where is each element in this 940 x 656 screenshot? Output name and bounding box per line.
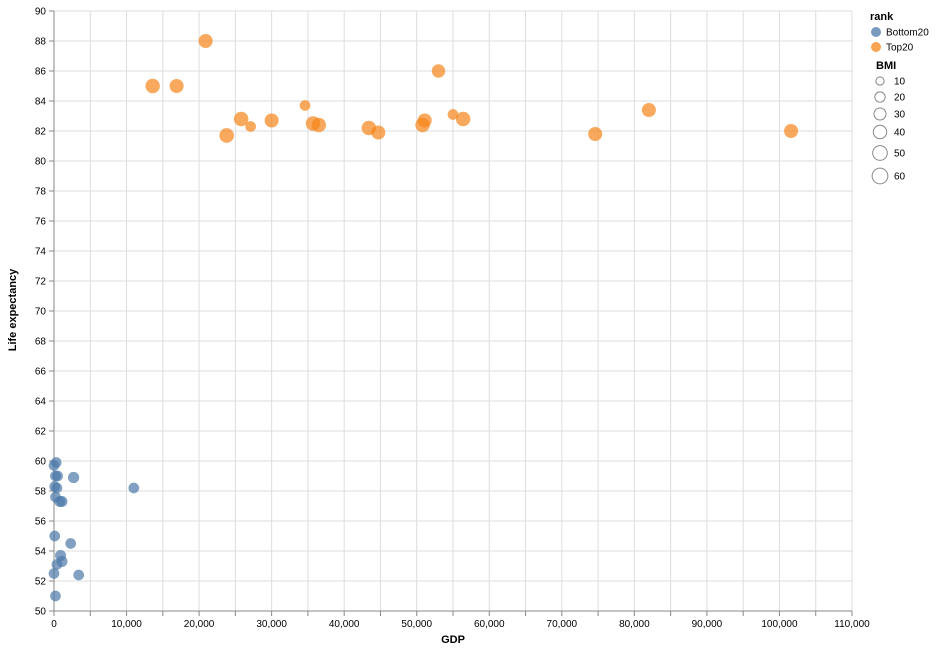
x-axis-title: GDP	[441, 634, 465, 646]
data-point-top20	[265, 113, 279, 127]
y-tick-label: 84	[35, 97, 47, 108]
legend-swatch-top20	[871, 42, 881, 52]
gridlines	[54, 11, 852, 611]
data-point-bottom20	[50, 591, 61, 602]
data-point-bottom20	[51, 457, 62, 468]
data-point-top20	[170, 79, 184, 93]
data-point-bottom20	[52, 483, 63, 494]
legend-size-label: 60	[894, 172, 906, 183]
y-tick-label: 54	[35, 547, 47, 558]
legend-label-top20: Top20	[886, 43, 914, 54]
y-tick-label: 56	[35, 517, 47, 528]
legend-size-symbol	[876, 77, 884, 85]
y-tick-label: 78	[35, 187, 47, 198]
y-tick-label: 80	[35, 157, 47, 168]
data-point-bottom20	[52, 471, 63, 482]
x-tick-label: 30,000	[256, 619, 287, 630]
legend-color-title: rank	[870, 11, 894, 23]
legend-size-symbol	[872, 168, 888, 184]
legend-size-symbol	[874, 108, 886, 120]
legend-size-label: 40	[894, 128, 906, 139]
legend-size-symbol	[873, 146, 888, 161]
x-tick-label: 110,000	[834, 619, 870, 630]
x-tick-label: 10,000	[111, 619, 142, 630]
data-point-top20	[371, 125, 385, 139]
data-point-top20	[199, 34, 213, 48]
x-tick-label: 100,000	[761, 619, 798, 630]
y-tick-label: 86	[35, 67, 47, 78]
legend-size-label: 50	[894, 149, 906, 160]
y-tick-label: 82	[35, 127, 47, 138]
x-tick-label: 90,000	[692, 619, 723, 630]
y-tick-label: 90	[35, 7, 47, 18]
data-point-bottom20	[56, 496, 67, 507]
data-point-top20	[642, 103, 656, 117]
x-tick-label: 80,000	[619, 619, 650, 630]
data-point-top20	[456, 112, 470, 126]
x-tick-label: 60,000	[474, 619, 505, 630]
y-tick-label: 64	[35, 397, 47, 408]
y-tick-label: 70	[35, 307, 47, 318]
legend-size-label: 10	[894, 77, 906, 88]
y-tick-label: 76	[35, 217, 47, 228]
data-points	[49, 34, 798, 601]
y-tick-label: 58	[35, 487, 47, 498]
data-point-top20	[432, 64, 445, 77]
legend-size-symbol	[873, 125, 886, 138]
y-axis-title: Life expectancy	[7, 268, 19, 351]
legend: rank Bottom20 Top20 BMI 10 20 30 40 50 60	[870, 11, 929, 184]
data-point-top20	[415, 118, 429, 132]
data-point-top20	[245, 121, 256, 132]
x-tick-label: 20,000	[184, 619, 215, 630]
y-tick-label: 74	[35, 247, 47, 258]
legend-color-items: Bottom20 Top20	[871, 27, 929, 54]
legend-size-title: BMI	[876, 60, 896, 72]
legend-size-items: 10 20 30 40 50 60	[872, 77, 905, 184]
legend-swatch-bottom20	[871, 27, 881, 37]
data-point-top20	[300, 100, 311, 111]
legend-size-label: 20	[894, 93, 906, 104]
y-tick-label: 52	[35, 577, 47, 588]
y-tick-label: 72	[35, 277, 47, 288]
data-point-bottom20	[65, 538, 76, 549]
x-tick-label: 50,000	[401, 619, 432, 630]
data-point-top20	[219, 128, 234, 143]
y-tick-label: 62	[35, 427, 47, 438]
data-point-bottom20	[73, 570, 84, 581]
y-tick-label: 50	[35, 607, 47, 618]
data-point-top20	[784, 124, 798, 138]
y-tick-label: 60	[35, 457, 47, 468]
x-tick-label: 70,000	[547, 619, 578, 630]
y-tick-label: 66	[35, 367, 47, 378]
data-point-top20	[312, 118, 326, 132]
y-tick-label: 88	[35, 37, 47, 48]
data-point-top20	[145, 79, 159, 93]
legend-label-bottom20: Bottom20	[886, 28, 929, 39]
data-point-bottom20	[128, 483, 139, 494]
data-point-bottom20	[49, 531, 60, 542]
legend-size-symbol	[875, 92, 885, 102]
legend-size-label: 30	[894, 110, 906, 121]
x-tick-label: 0	[51, 619, 57, 630]
y-tick-label: 68	[35, 337, 47, 348]
data-point-bottom20	[49, 568, 60, 579]
x-tick-label: 40,000	[329, 619, 360, 630]
data-point-top20	[588, 127, 602, 141]
data-point-bottom20	[68, 472, 79, 483]
